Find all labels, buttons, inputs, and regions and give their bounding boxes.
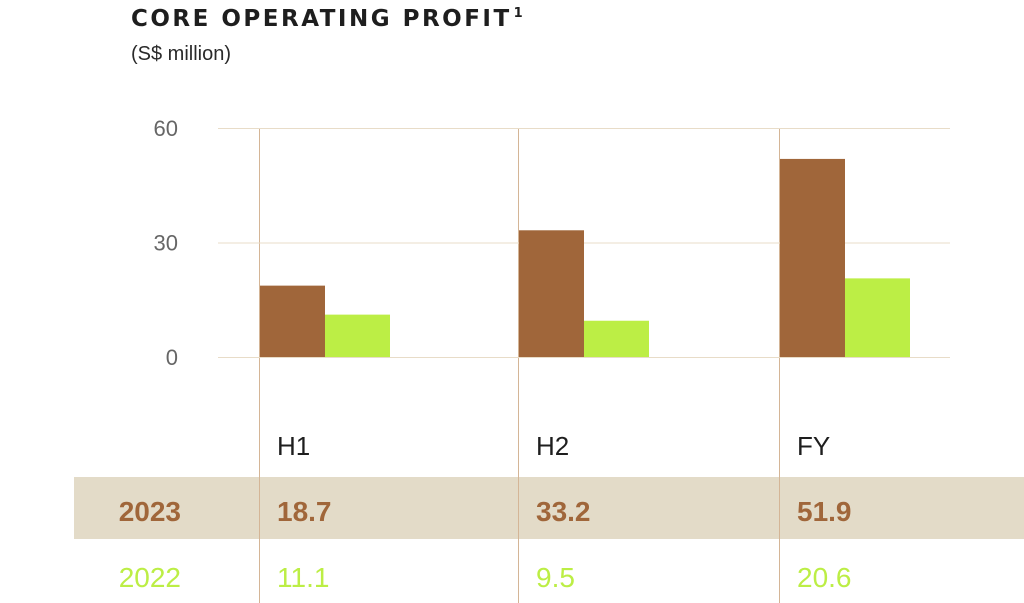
bar-2023-h2 — [519, 230, 584, 357]
y-tick-label-30: 30 — [154, 231, 178, 256]
data-label-2022-h2: 9.5 — [536, 562, 575, 593]
chart-subtitle: (S$ million) — [131, 43, 232, 65]
bar-2022-h2 — [584, 320, 649, 357]
chart-title: CORE OPERATING PROFIT 1 — [131, 6, 523, 32]
bar-2022-fy — [845, 278, 910, 357]
category-label-fy: FY — [797, 431, 830, 461]
y-tick-label-60: 60 — [154, 116, 178, 141]
data-label-2022-fy: 20.6 — [797, 562, 852, 593]
table-row-label-2023: 2023 — [119, 496, 181, 527]
table-row-highlight — [74, 477, 1024, 539]
bar-2023-h1 — [260, 285, 325, 357]
data-label-2023-h1: 18.7 — [277, 496, 332, 527]
data-label-2023-h2: 33.2 — [536, 496, 591, 527]
table-row-label-2022: 2022 — [119, 562, 181, 593]
bar-2023-fy — [780, 158, 845, 357]
category-label-h1: H1 — [277, 431, 310, 461]
category-label-h2: H2 — [536, 431, 569, 461]
y-tick-label-0: 0 — [166, 345, 178, 370]
bar-2022-h1 — [325, 314, 390, 357]
data-label-2023-fy: 51.9 — [797, 496, 852, 527]
data-label-2022-h1: 11.1 — [277, 562, 329, 593]
title-footnote-marker: 1 — [513, 6, 523, 21]
